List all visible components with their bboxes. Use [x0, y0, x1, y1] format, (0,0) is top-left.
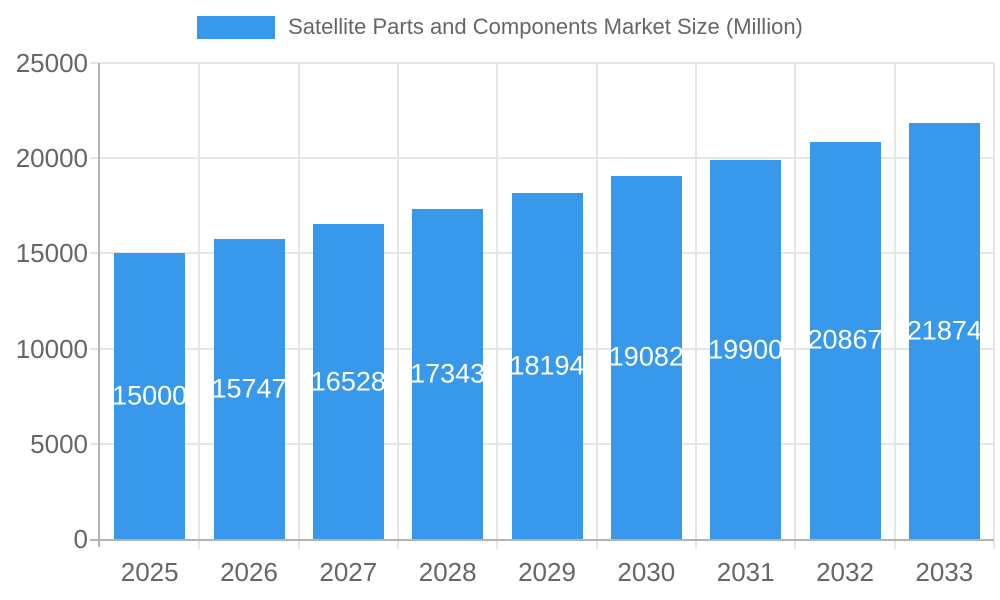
y-axis-tick: [90, 252, 98, 255]
x-gridline: [397, 63, 399, 539]
y-tick-label: 15000: [15, 238, 88, 269]
x-tick-label: 2027: [319, 557, 378, 587]
x-tick-label: 2026: [220, 557, 278, 587]
bar[interactable]: 20867: [807, 141, 883, 539]
legend-item[interactable]: Satellite Parts and Components Market Si…: [0, 14, 1000, 40]
x-gridline: [695, 63, 697, 539]
bar[interactable]: 16528: [310, 224, 386, 539]
y-axis-tick: [90, 347, 98, 350]
bar-value-label: 16528: [310, 366, 386, 397]
x-gridline: [893, 63, 896, 539]
bar[interactable]: 19900: [708, 160, 784, 539]
bar-value-label: 20867: [807, 324, 883, 355]
x-tick-label: 2028: [418, 557, 477, 587]
x-tick-label: 2033: [915, 557, 974, 587]
bar[interactable]: 15747: [211, 239, 287, 539]
y-axis-tick: [90, 62, 98, 64]
y-gridline: [100, 157, 994, 160]
y-axis-tick: [90, 442, 98, 445]
legend-swatch: [197, 15, 276, 39]
x-tick-label: 2029: [518, 557, 576, 587]
x-axis-tick: [397, 541, 399, 549]
x-axis-tick: [297, 541, 300, 549]
x-gridline: [496, 63, 499, 539]
bar[interactable]: 17343: [410, 208, 486, 539]
x-axis-tick: [595, 541, 598, 549]
x-axis-tick: [198, 541, 201, 549]
legend-label: Satellite Parts and Components Market Si…: [288, 14, 803, 39]
bar-value-label: 15747: [211, 373, 287, 404]
bar-value-label: 19900: [708, 334, 784, 365]
bar-value-label: 15000: [112, 380, 188, 411]
x-axis-tick: [794, 541, 797, 549]
x-axis-tick: [695, 541, 697, 549]
x-axis-tick: [496, 541, 499, 549]
x-gridline: [595, 63, 598, 539]
x-axis-line: [90, 539, 994, 541]
x-tick-label: 2031: [716, 557, 775, 587]
x-gridline: [297, 63, 300, 539]
x-gridline: [993, 63, 995, 539]
bar[interactable]: 18194: [509, 192, 585, 539]
bar[interactable]: 19082: [608, 175, 684, 539]
y-axis-line: [98, 63, 100, 547]
bar-value-label: 21874: [906, 315, 982, 346]
bar-value-label: 17343: [410, 358, 486, 389]
y-gridline: [100, 62, 994, 64]
plot-area: 0 5000 10000 15000 20000 25000 15000 2025 15747 2…: [16, 50, 995, 585]
bar[interactable]: 21874: [906, 122, 982, 539]
x-axis-tick: [993, 541, 995, 549]
y-tick-label: 10000: [15, 333, 88, 364]
x-tick-label: 2030: [617, 557, 676, 587]
x-axis-tick: [893, 541, 896, 549]
x-gridline: [794, 63, 797, 539]
y-tick-label: 20000: [15, 143, 88, 174]
y-axis-tick: [90, 157, 98, 160]
y-tick-label: 5000: [30, 428, 88, 459]
x-tick-label: 2025: [120, 557, 179, 587]
x-gridline: [198, 63, 201, 539]
y-tick-label: 0: [73, 524, 88, 554]
bar[interactable]: 15000: [112, 253, 188, 539]
x-tick-label: 2032: [816, 557, 874, 587]
y-tick-label: 25000: [15, 48, 88, 78]
bar-value-label: 18194: [509, 350, 585, 381]
bar-value-label: 19082: [608, 341, 684, 372]
